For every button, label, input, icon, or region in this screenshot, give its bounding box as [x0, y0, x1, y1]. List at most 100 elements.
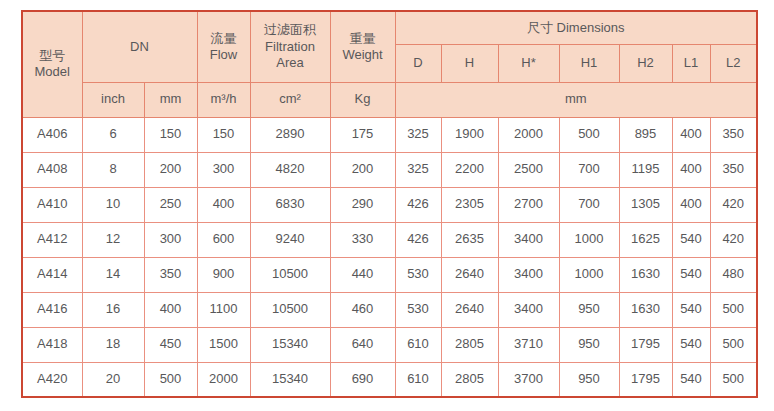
- cell-area: 15340: [250, 327, 330, 362]
- table-row: A416164001100105004605302640340095016305…: [22, 292, 757, 327]
- cell-weight: 200: [330, 152, 395, 187]
- cell-h: 2305: [441, 187, 498, 222]
- cell-weight: 290: [330, 187, 395, 222]
- spec-table: 型号Model DN 流量Flow 过滤面积FiltrationArea 重量W…: [21, 10, 758, 398]
- cell-h1: 500: [559, 117, 619, 152]
- cell-flow: 1500: [197, 327, 250, 362]
- cell-l1: 400: [672, 187, 710, 222]
- table-row: A414143509001050044053026403400100016305…: [22, 257, 757, 292]
- cell-area: 2890: [250, 117, 330, 152]
- cell-l1: 540: [672, 327, 710, 362]
- cell-inch: 8: [82, 152, 144, 187]
- header-unit-dimensions: mm: [395, 82, 757, 117]
- cell-d: 426: [395, 222, 441, 257]
- cell-h1: 700: [559, 152, 619, 187]
- cell-h_star: 2500: [498, 152, 559, 187]
- cell-h_star: 3400: [498, 222, 559, 257]
- cell-d: 530: [395, 257, 441, 292]
- cell-inch: 18: [82, 327, 144, 362]
- cell-model: A406: [22, 117, 82, 152]
- cell-mm: 200: [144, 152, 197, 187]
- cell-l2: 500: [710, 292, 757, 327]
- header-dim-h: H: [441, 44, 498, 82]
- cell-area: 4820: [250, 152, 330, 187]
- table-row: A418184501500153406406102805371095017955…: [22, 327, 757, 362]
- header-dn: DN: [82, 11, 197, 82]
- cell-h1: 1000: [559, 222, 619, 257]
- cell-h1: 700: [559, 187, 619, 222]
- cell-model: A412: [22, 222, 82, 257]
- header-dim-l1: L1: [672, 44, 710, 82]
- cell-d: 530: [395, 292, 441, 327]
- cell-h2: 1305: [619, 187, 672, 222]
- cell-l2: 500: [710, 327, 757, 362]
- cell-h2: 1795: [619, 362, 672, 397]
- header-dim-h-star: H*: [498, 44, 559, 82]
- header-dim-d: D: [395, 44, 441, 82]
- cell-model: A420: [22, 362, 82, 397]
- cell-l2: 350: [710, 152, 757, 187]
- cell-d: 325: [395, 117, 441, 152]
- cell-model: A418: [22, 327, 82, 362]
- cell-h_star: 3700: [498, 362, 559, 397]
- cell-l2: 500: [710, 362, 757, 397]
- cell-flow: 600: [197, 222, 250, 257]
- cell-l1: 400: [672, 117, 710, 152]
- cell-l2: 480: [710, 257, 757, 292]
- cell-h2: 1630: [619, 292, 672, 327]
- cell-inch: 20: [82, 362, 144, 397]
- header-model: 型号Model: [22, 11, 82, 117]
- cell-flow: 2000: [197, 362, 250, 397]
- spec-table-container: 型号Model DN 流量Flow 过滤面积FiltrationArea 重量W…: [21, 10, 758, 398]
- cell-h: 2805: [441, 327, 498, 362]
- header-dim-l2: L2: [710, 44, 757, 82]
- header-weight: 重量Weight: [330, 11, 395, 82]
- cell-inch: 10: [82, 187, 144, 222]
- cell-d: 325: [395, 152, 441, 187]
- table-row: A410102504006830290426230527007001305400…: [22, 187, 757, 222]
- cell-h1: 950: [559, 292, 619, 327]
- cell-l2: 420: [710, 222, 757, 257]
- cell-mm: 400: [144, 292, 197, 327]
- cell-h1: 950: [559, 327, 619, 362]
- cell-area: 10500: [250, 292, 330, 327]
- cell-h1: 950: [559, 362, 619, 397]
- cell-inch: 14: [82, 257, 144, 292]
- cell-area: 9240: [250, 222, 330, 257]
- table-row: A412123006009240330426263534001000162554…: [22, 222, 757, 257]
- cell-flow: 150: [197, 117, 250, 152]
- cell-h2: 1195: [619, 152, 672, 187]
- cell-l1: 400: [672, 152, 710, 187]
- cell-weight: 330: [330, 222, 395, 257]
- cell-weight: 460: [330, 292, 395, 327]
- cell-d: 426: [395, 187, 441, 222]
- header-unit-flow: m³/h: [197, 82, 250, 117]
- cell-h_star: 3400: [498, 292, 559, 327]
- cell-h: 2635: [441, 222, 498, 257]
- header-unit-mm: mm: [144, 82, 197, 117]
- header-unit-weight: Kg: [330, 82, 395, 117]
- cell-d: 610: [395, 327, 441, 362]
- cell-d: 610: [395, 362, 441, 397]
- cell-h: 2805: [441, 362, 498, 397]
- cell-flow: 300: [197, 152, 250, 187]
- cell-l1: 540: [672, 222, 710, 257]
- header-dim-h2: H2: [619, 44, 672, 82]
- cell-h_star: 3400: [498, 257, 559, 292]
- cell-area: 6830: [250, 187, 330, 222]
- cell-h2: 1630: [619, 257, 672, 292]
- cell-l2: 420: [710, 187, 757, 222]
- cell-l1: 540: [672, 257, 710, 292]
- table-row: A408820030048202003252200250070011954003…: [22, 152, 757, 187]
- cell-h_star: 2700: [498, 187, 559, 222]
- cell-flow: 900: [197, 257, 250, 292]
- cell-h: 2640: [441, 292, 498, 327]
- cell-h: 2200: [441, 152, 498, 187]
- cell-model: A414: [22, 257, 82, 292]
- cell-model: A416: [22, 292, 82, 327]
- header-flow: 流量Flow: [197, 11, 250, 82]
- cell-weight: 175: [330, 117, 395, 152]
- cell-flow: 1100: [197, 292, 250, 327]
- cell-mm: 300: [144, 222, 197, 257]
- header-dimensions: 尺寸 Dimensions: [395, 11, 757, 44]
